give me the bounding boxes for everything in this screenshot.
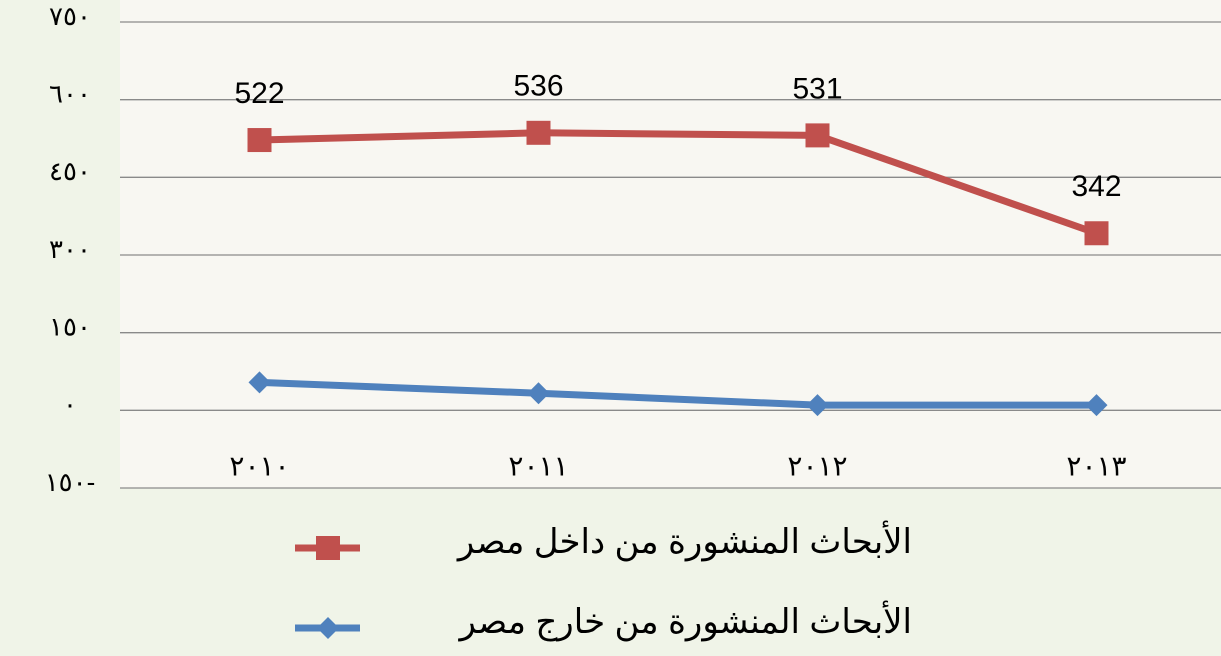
- y-tick-label: ٣٠٠: [49, 234, 91, 264]
- series-line: [259, 378, 1097, 409]
- legend-label: الأبحاث المنشورة من خارج مصر: [457, 600, 912, 642]
- data-point: [805, 123, 830, 148]
- data-point: [248, 371, 271, 394]
- data-point: [1084, 221, 1109, 246]
- series-line: [259, 129, 1098, 237]
- x-tick-label: ٢٠١١: [508, 450, 568, 481]
- y-tick-label: ٤٥٠: [49, 156, 91, 186]
- x-tick-label: ٢٠١٢: [787, 450, 847, 481]
- data-label: 531: [792, 72, 842, 105]
- x-tick-label: ٢٠١٣: [1066, 450, 1126, 481]
- data-label: 342: [1071, 170, 1121, 203]
- legend-label: الأبحاث المنشورة من داخل مصر: [456, 520, 912, 562]
- data-point: [526, 120, 551, 145]
- y-tick-label: ٦٠٠: [49, 79, 91, 109]
- y-tick-label: ١٥٠-: [45, 467, 96, 497]
- legend-marker: [317, 617, 339, 639]
- y-tick-label: ١٥٠: [49, 312, 91, 342]
- data-point: [247, 128, 272, 153]
- data-point: [527, 382, 550, 405]
- data-label: 522: [234, 77, 284, 110]
- data-point: [1085, 394, 1108, 417]
- legend-marker: [316, 536, 340, 560]
- data-label: 536: [513, 70, 563, 103]
- y-tick-label: ٧٥٠: [49, 1, 91, 31]
- y-tick-label: ٠: [63, 389, 77, 419]
- data-point: [806, 394, 829, 417]
- plot-area: [120, 0, 1221, 488]
- x-tick-label: ٢٠١٠: [229, 450, 289, 481]
